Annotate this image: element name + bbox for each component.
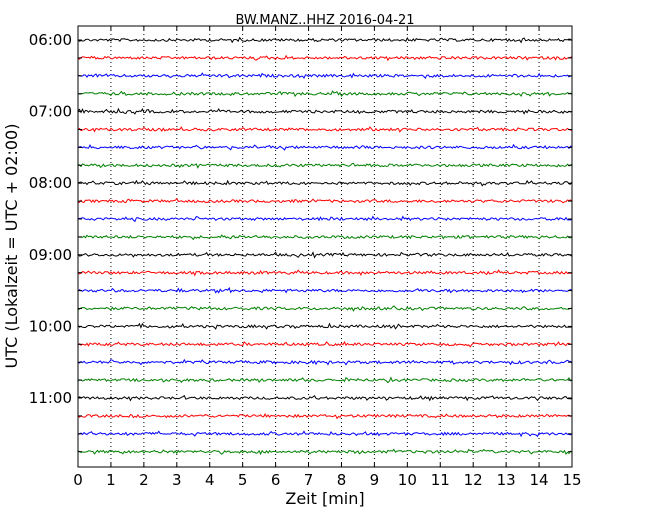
trace-line bbox=[78, 90, 573, 98]
x-tick-label: 5 bbox=[238, 471, 248, 489]
chart-title: BW.MANZ..HHZ 2016-04-21 bbox=[235, 13, 414, 28]
trace-line bbox=[77, 322, 573, 330]
trace-line bbox=[77, 215, 573, 223]
trace-line bbox=[77, 305, 573, 312]
x-tick-label: 14 bbox=[530, 471, 549, 489]
x-tick-label: 2 bbox=[139, 471, 149, 489]
x-tick-label: 12 bbox=[464, 471, 483, 489]
trace-line bbox=[77, 340, 572, 348]
trace-group bbox=[77, 36, 573, 456]
trace-line bbox=[77, 72, 573, 79]
trace-line bbox=[77, 251, 573, 259]
trace-line bbox=[77, 358, 573, 366]
y-tick-label: 09:00 bbox=[29, 246, 72, 264]
x-tick-label: 15 bbox=[562, 471, 581, 489]
x-tick-label: 3 bbox=[172, 471, 182, 489]
x-tick-label: 10 bbox=[398, 471, 417, 489]
trace-line bbox=[77, 36, 573, 44]
trace-line bbox=[77, 394, 573, 402]
y-tick-label: 11:00 bbox=[29, 389, 72, 407]
trace-line bbox=[77, 107, 573, 115]
y-tick-label: 08:00 bbox=[29, 174, 72, 192]
trace-line bbox=[77, 126, 573, 133]
trace-line bbox=[77, 162, 573, 169]
trace-line bbox=[77, 54, 573, 62]
x-tick-label: 0 bbox=[73, 471, 83, 489]
y-axis-ticks: 06:00 07:00 08:00 09:00 10:00 11:00 bbox=[29, 31, 572, 453]
trace-line bbox=[77, 376, 573, 384]
x-tick-label: 11 bbox=[431, 471, 450, 489]
x-tick-label: 8 bbox=[337, 471, 347, 489]
plot-frame bbox=[77, 25, 573, 468]
trace-line bbox=[77, 269, 573, 277]
y-tick-label: 10:00 bbox=[29, 317, 72, 335]
trace-line bbox=[77, 286, 573, 294]
x-tick-label: 1 bbox=[106, 471, 116, 489]
x-tick-label: 13 bbox=[497, 471, 516, 489]
x-axis-label: Zeit [min] bbox=[285, 489, 364, 508]
x-tick-label: 4 bbox=[205, 471, 215, 489]
grid-lines bbox=[110, 26, 540, 467]
trace-line bbox=[77, 413, 573, 420]
y-tick-label: 07:00 bbox=[29, 103, 72, 121]
trace-line bbox=[77, 234, 573, 241]
trace-line bbox=[77, 179, 573, 187]
x-tick-label: 7 bbox=[304, 471, 314, 489]
x-tick-label: 9 bbox=[370, 471, 380, 489]
trace-line bbox=[77, 143, 572, 151]
x-tick-label: 6 bbox=[271, 471, 281, 489]
trace-line bbox=[77, 448, 573, 456]
trace-line bbox=[77, 197, 573, 204]
y-tick-label: 06:00 bbox=[29, 31, 72, 49]
y-axis-label: UTC (Lokalzeit = UTC + 02:00) bbox=[2, 124, 21, 369]
x-axis-ticks: 0 1 2 3 4 5 6 7 8 9 10 11 12 13 14 15 bbox=[73, 26, 582, 489]
trace-line bbox=[77, 430, 573, 438]
